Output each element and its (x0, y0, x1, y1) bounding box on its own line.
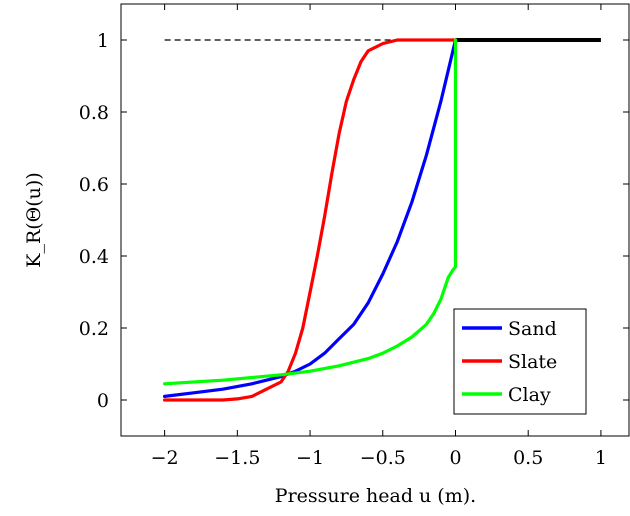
y-tick-label: 0.2 (79, 318, 109, 340)
y-tick-label: 0.6 (79, 174, 109, 196)
axis-ticks (121, 4, 629, 436)
x-tick-label: 0.5 (513, 447, 543, 469)
y-tick-label: 0.8 (79, 102, 109, 124)
plot-curves (163, 38, 601, 402)
series-line-slate (163, 38, 458, 402)
legend-label-sand: Sand (508, 318, 557, 340)
x-axis-label: Pressure head u (m). (275, 485, 476, 507)
x-tick-label: −1.5 (214, 447, 260, 469)
series-line-sand (163, 38, 458, 398)
y-tick-labels: 0 0.2 0.4 0.6 0.8 1 (79, 30, 109, 412)
x-tick-label: −1 (296, 447, 324, 469)
y-tick-label: 1 (97, 30, 109, 52)
y-tick-label: 0 (97, 390, 109, 412)
y-tick-label: 0.4 (79, 246, 109, 268)
x-tick-label: 0 (449, 447, 461, 469)
y-axis-label: K_R(Θ(u)) (23, 172, 45, 267)
legend-label-clay: Clay (508, 384, 551, 406)
legend-label-slate: Slate (508, 351, 557, 373)
plot-frame (120, 3, 630, 437)
series-line-clay (163, 38, 458, 386)
x-tick-label: −0.5 (360, 447, 406, 469)
x-tick-label: 1 (595, 447, 607, 469)
legend: Sand Slate Clay (453, 308, 587, 415)
x-tick-label: −2 (151, 447, 179, 469)
x-tick-labels: −2 −1.5 −1 −0.5 0 0.5 1 (151, 447, 607, 469)
